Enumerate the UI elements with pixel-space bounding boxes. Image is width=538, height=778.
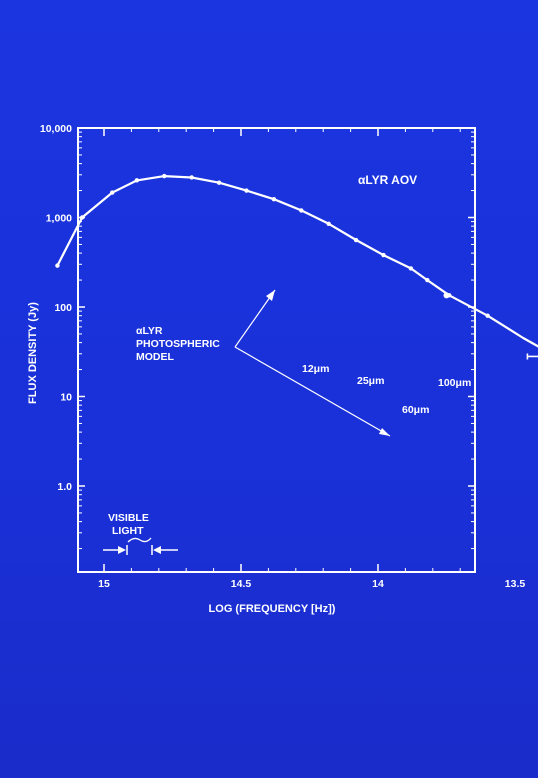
visible-label-line-2: LIGHT [112, 525, 144, 537]
x-tick-label: 13.5 [505, 578, 526, 590]
visible-range-arrowhead [118, 546, 126, 554]
model-pointer-line [234, 346, 391, 437]
y-axis-label: FLUX DENSITY (Jy) [27, 302, 39, 404]
model-curve [56, 175, 538, 348]
measurement-label: 100μm [438, 377, 471, 389]
model-point [79, 215, 85, 220]
pointer-target-dot [443, 292, 450, 299]
x-tick-label: 14 [372, 578, 384, 590]
x-tick-label: 15 [98, 578, 110, 590]
x-axis-label: LOG (FREQUENCY [Hz]) [209, 603, 336, 615]
visible-label-line-1: VISIBLE [108, 512, 149, 524]
measurement-label: 12μm [302, 363, 329, 375]
model-point [189, 175, 194, 180]
model-label-line-2: PHOTOSPHERIC [136, 338, 220, 350]
y-tick-label: 100 [54, 302, 72, 314]
y-tick-label: 10 [60, 392, 72, 404]
model-point [134, 178, 140, 183]
plot-frame [77, 127, 476, 573]
y-tick-label: 1,000 [46, 213, 72, 225]
y-tick-label: 10,000 [40, 123, 72, 135]
model-point [271, 197, 277, 202]
model-point [485, 313, 490, 318]
measurement-label: 25μm [357, 375, 384, 387]
y-tick-label: 1.0 [57, 481, 72, 493]
model-label-line-1: αLYR [136, 325, 163, 337]
visible-range-brace [127, 537, 152, 543]
model-point [55, 263, 60, 268]
measurement-label: 60μm [402, 404, 429, 416]
model-point [162, 173, 167, 179]
model-point [244, 188, 249, 193]
legend-text: αLYR AOV [358, 173, 417, 187]
model-point [381, 252, 386, 258]
model-point [425, 277, 430, 283]
model-point [216, 180, 222, 185]
model-point [326, 221, 331, 227]
model-pointer-line [234, 289, 276, 348]
visible-range-arrowhead [153, 546, 161, 554]
x-tick-label: 14.5 [231, 578, 252, 590]
model-point [110, 190, 115, 195]
model-point [353, 237, 359, 243]
model-pointer-arrowhead [379, 428, 390, 436]
model-label-line-3: MODEL [136, 351, 175, 363]
model-point [299, 208, 304, 213]
model-point [408, 266, 414, 271]
model-pointer-arrowhead [266, 290, 275, 301]
